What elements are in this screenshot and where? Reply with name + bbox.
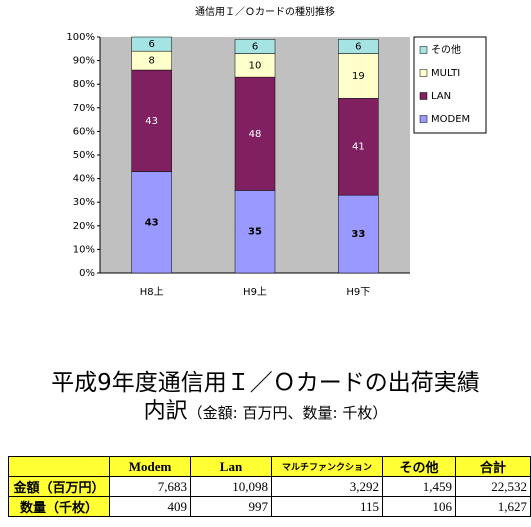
y-tick-label: 10% <box>73 244 95 255</box>
bar-segment <box>234 39 276 54</box>
bar-segment <box>338 98 379 196</box>
y-tick-label: 50% <box>73 150 95 161</box>
y-tick-label: 60% <box>73 126 95 137</box>
heading-line: 平成9年度通信用Ｉ／Ｏカードの出荷実績 <box>51 370 480 396</box>
legend-label: MULTI <box>431 68 460 79</box>
y-tick-label: 20% <box>73 221 95 232</box>
y-tick-label: 0% <box>79 268 95 279</box>
data-label: 6 <box>355 41 361 52</box>
table-row: 数量（千枚） 409 997 115 106 1,627 <box>8 496 531 517</box>
heading-line: 内訳（金額: 百万円、数量: 千枚） <box>0 398 531 427</box>
table-cell: 1,459 <box>382 476 456 497</box>
column-header: Lan <box>190 456 272 477</box>
data-label: 35 <box>248 227 262 238</box>
y-tick-label: 30% <box>73 197 95 208</box>
legend-swatch <box>419 92 428 100</box>
bar-segment <box>338 39 379 54</box>
table-cell: 409 <box>109 496 191 517</box>
data-label: 19 <box>352 71 365 82</box>
data-label: 48 <box>249 129 262 140</box>
data-label: 6 <box>148 39 154 50</box>
column-header: Modem <box>109 456 191 477</box>
table-cell: 106 <box>382 496 456 517</box>
legend-swatch <box>419 115 428 123</box>
data-label: 33 <box>351 229 365 240</box>
column-header: 合計 <box>455 456 531 477</box>
bar-segment <box>131 171 172 274</box>
y-tick-label: 80% <box>73 79 95 90</box>
table-cell: 1,627 <box>455 496 531 517</box>
data-label: 41 <box>352 142 365 153</box>
x-tick-label: H9上 <box>243 286 267 298</box>
chart-title: 通信用Ｉ／Ｏカードの種別推移 <box>195 5 335 18</box>
legend-swatch <box>419 46 428 54</box>
bar-segment <box>131 69 172 172</box>
data-label: 43 <box>145 116 158 127</box>
y-tick-label: 90% <box>73 56 95 67</box>
data-label: 8 <box>148 56 154 67</box>
corner-cell <box>8 456 110 477</box>
table-cell: 22,532 <box>455 476 531 497</box>
legend-swatch <box>419 69 428 77</box>
data-label: 43 <box>145 217 159 228</box>
table-row: 金額（百万円） 7,683 10,098 3,292 1,459 22,532 <box>8 476 531 497</box>
x-tick-label: H9下 <box>346 287 370 298</box>
y-tick-label: 70% <box>73 103 95 114</box>
table-cell: 115 <box>271 496 383 517</box>
heading-text: 内訳 <box>143 399 188 424</box>
bar-segment <box>234 76 276 191</box>
table-row: Modem Lan マルチファンクション その他 合計 <box>8 456 531 477</box>
table: Modem Lan マルチファンクション その他 合計 金額（百万円） 7,683 10,09… <box>8 456 531 517</box>
legend-label: LAN <box>431 91 451 102</box>
table-cell: 7,683 <box>109 476 191 497</box>
y-tick-label: 40% <box>73 174 95 185</box>
table-cell: 997 <box>190 496 272 517</box>
legend-label: MODEM <box>431 114 470 125</box>
row-header: 数量（千枚） <box>8 496 110 517</box>
table-body: Modem Lan マルチファンクション その他 合計 金額（百万円） 7,683 10,09… <box>8 456 531 517</box>
x-tick-label: H8上 <box>140 286 164 298</box>
data-label: 10 <box>249 60 262 71</box>
bar-segment <box>131 36 172 52</box>
table-cell: 10,098 <box>190 476 272 497</box>
data-label: 6 <box>252 41 258 52</box>
row-header: 金額（百万円） <box>8 476 110 497</box>
bar-segment <box>338 53 379 99</box>
table-cell: 3,292 <box>271 476 383 497</box>
y-tick-label: 100% <box>66 32 95 43</box>
legend-label: その他 <box>431 43 461 56</box>
bar-segment <box>338 194 379 274</box>
heading: 平成9年度通信用Ｉ／Ｏカードの出荷実績 内訳（金額: 百万円、数量: 千枚） <box>0 368 531 427</box>
column-header: マルチファンクション <box>271 456 383 477</box>
column-header: その他 <box>382 456 456 477</box>
heading-note: （金額: 百万円、数量: 千枚） <box>187 404 388 422</box>
chart: 通信用Ｉ／Ｏカードの種別推移 0% 10% 20% 30% 40% 50% 60% 70% 80… <box>66 5 487 298</box>
